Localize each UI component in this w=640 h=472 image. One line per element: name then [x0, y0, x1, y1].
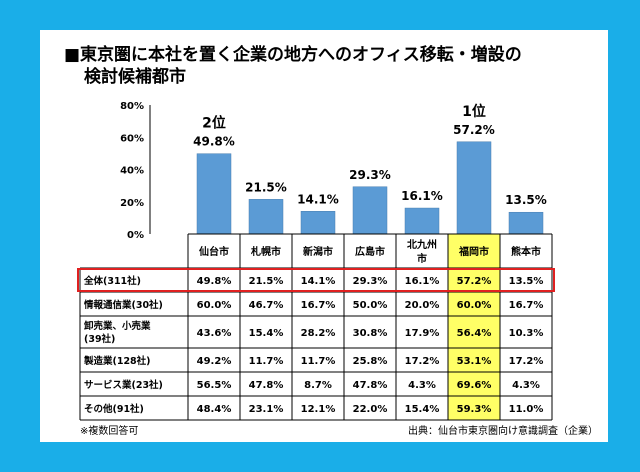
table-cell: 60.0% [457, 300, 492, 311]
table-cell: 17.2% [509, 356, 544, 367]
chart-card: ■東京圏に本社を置く企業の地方へのオフィス移転・増設の 検討候補都市 0% 20%… [40, 30, 608, 442]
bar-value-label: 29.3% [349, 168, 391, 182]
rank-label: 1位 [462, 103, 486, 120]
category-label: 新潟市 [303, 245, 333, 258]
table-cell: 50.0% [353, 300, 388, 311]
table-cell: 28.2% [301, 328, 336, 339]
table-cell: 30.8% [353, 328, 388, 339]
bar-value-label: 14.1% [297, 192, 339, 206]
table-cell: 46.7% [249, 300, 284, 311]
bar [456, 141, 492, 235]
table-cell: 47.8% [249, 380, 284, 391]
table-cell: 49.8% [197, 276, 232, 287]
row-label: 情報通信業(30社) [83, 299, 163, 311]
row-label: サービス業(23社) [84, 379, 163, 391]
footnote: ※複数回答可 [80, 426, 139, 437]
y-tick-label: 20% [120, 198, 144, 209]
table-cell: 48.4% [197, 404, 232, 415]
y-tick-label: 60% [120, 133, 144, 144]
y-tick-label: 0% [127, 230, 144, 241]
highlight-column [448, 234, 500, 420]
y-tick-label: 40% [120, 166, 144, 177]
bar-value-label: 16.1% [401, 189, 443, 203]
table-cell: 16.7% [509, 300, 544, 311]
table-cell: 69.6% [457, 380, 492, 391]
title-line-2: 検討候補都市 [84, 67, 186, 87]
table-cell: 60.0% [197, 300, 232, 311]
bar [196, 153, 232, 235]
category-label: 北九州 [407, 238, 437, 251]
bar-value-label: 57.2% [453, 123, 495, 137]
row-label: 製造業(128社) [83, 355, 151, 367]
row-label: (39社) [84, 333, 115, 345]
table-cell: 17.9% [405, 328, 440, 339]
table-cell: 12.1% [301, 404, 336, 415]
category-label: 広島市 [355, 245, 385, 258]
table-cell: 56.4% [457, 328, 492, 339]
table-cell: 4.3% [512, 380, 540, 391]
row-label: 全体(311社) [83, 275, 141, 287]
table-cell: 4.3% [408, 380, 436, 391]
table-cell: 14.1% [301, 276, 336, 287]
bar-value-label: 13.5% [505, 193, 547, 207]
table-cell: 53.1% [457, 356, 492, 367]
chart-title: ■東京圏に本社を置く企業の地方へのオフィス移転・増設の 検討候補都市 [64, 44, 522, 88]
title-line-1: ■東京圏に本社を置く企業の地方へのオフィス移転・増設の [64, 45, 522, 65]
category-label: 市 [417, 252, 427, 265]
table-cell: 56.5% [197, 380, 232, 391]
table-cell: 59.3% [457, 404, 492, 415]
table-cell: 47.8% [353, 380, 388, 391]
table-cell: 57.2% [457, 276, 492, 287]
table-cell: 11.0% [509, 404, 544, 415]
table-cell: 16.1% [405, 276, 440, 287]
table-cell: 43.6% [197, 328, 232, 339]
table-cell: 10.3% [509, 328, 544, 339]
category-label: 札幌市 [250, 245, 281, 258]
category-label: 熊本市 [511, 245, 541, 258]
table-cell: 15.4% [249, 328, 284, 339]
table-cell: 16.7% [301, 300, 336, 311]
row-label: 卸売業、小売業 [84, 320, 151, 332]
bar-value-label: 49.8% [193, 135, 235, 149]
table-cell: 13.5% [509, 276, 544, 287]
table-cell: 23.1% [249, 404, 284, 415]
bar [248, 199, 284, 235]
table-cell: 11.7% [249, 356, 284, 367]
table-cell: 49.2% [197, 356, 232, 367]
table-cell: 17.2% [405, 356, 440, 367]
category-label: 仙台市 [199, 245, 229, 258]
table-cell: 25.8% [353, 356, 388, 367]
rank-label: 2位 [202, 115, 226, 132]
chart-svg: 0% 20% 40% 60% 80% 49.8% 2位 21.5% 14.1% 29.3% 16.1… [77, 101, 555, 421]
bar [404, 207, 440, 235]
table-cell: 11.7% [301, 356, 336, 367]
table-cell: 8.7% [304, 380, 332, 391]
bar [508, 211, 544, 235]
table-cell: 22.0% [353, 404, 388, 415]
table-cell: 21.5% [249, 276, 284, 287]
table-cell: 29.3% [353, 276, 388, 287]
bar-value-label: 21.5% [245, 180, 287, 194]
row-label: その他(91社) [84, 403, 144, 415]
category-label: 福岡市 [458, 245, 489, 258]
table-cell: 20.0% [405, 300, 440, 311]
bar [300, 211, 336, 235]
table-cell: 15.4% [405, 404, 440, 415]
y-tick-label: 80% [120, 101, 144, 112]
total-row-outline [77, 268, 555, 292]
source-note: 出典：仙台市東京圏向け意識調査（企業） [408, 426, 598, 437]
bar [352, 186, 388, 235]
